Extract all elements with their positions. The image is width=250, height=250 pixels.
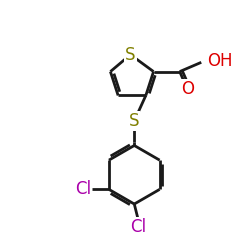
Text: Cl: Cl: [75, 180, 91, 198]
Text: S: S: [129, 112, 140, 130]
Text: OH: OH: [208, 52, 233, 70]
Text: S: S: [125, 46, 136, 64]
Text: Cl: Cl: [130, 218, 146, 236]
Text: O: O: [181, 80, 194, 98]
